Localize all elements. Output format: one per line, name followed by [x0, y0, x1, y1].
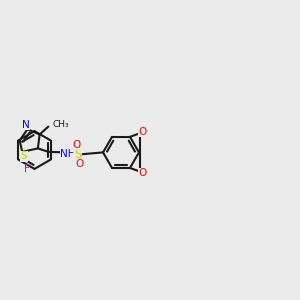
Text: S: S — [20, 152, 27, 161]
Text: S: S — [74, 148, 81, 161]
Text: N: N — [22, 120, 30, 130]
Text: NH: NH — [60, 149, 76, 159]
Text: O: O — [72, 140, 80, 150]
Text: F: F — [24, 164, 30, 174]
Text: O: O — [139, 127, 147, 136]
Text: O: O — [75, 159, 83, 169]
Text: CH₃: CH₃ — [52, 120, 69, 129]
Text: O: O — [139, 168, 147, 178]
